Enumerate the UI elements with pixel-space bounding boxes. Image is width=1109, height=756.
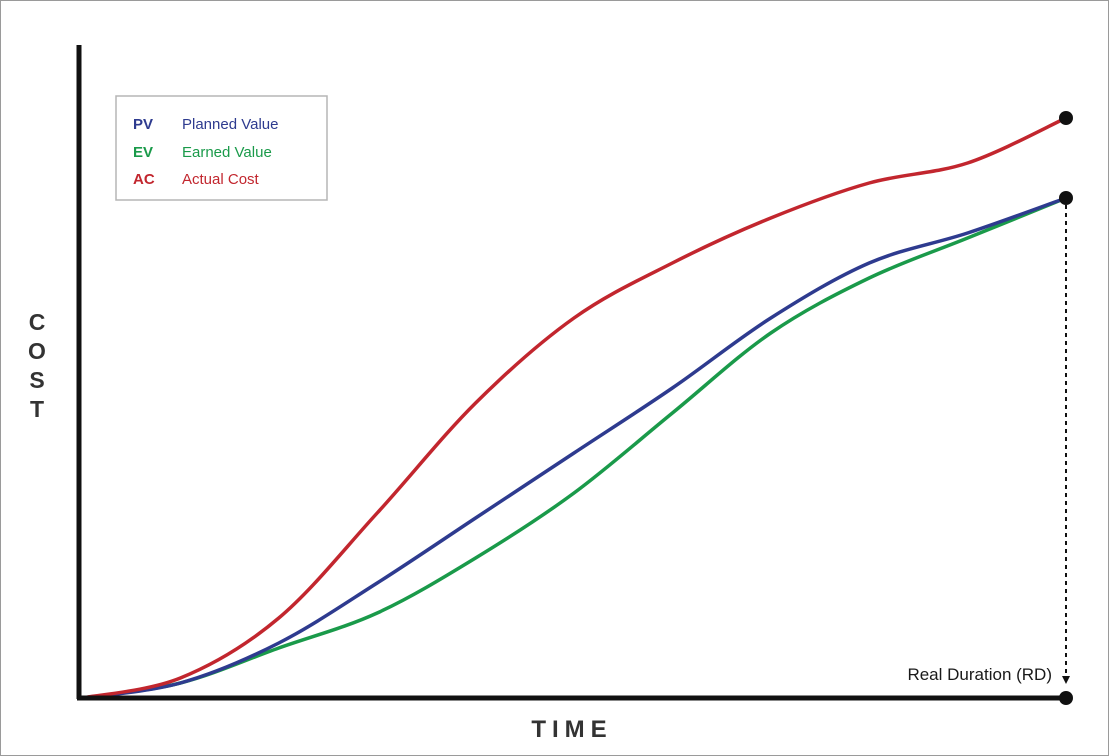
legend-box [115, 95, 328, 201]
legend: PV Planned Value EV Earned Value AC Actu… [115, 95, 328, 201]
series-line-ac [80, 116, 1068, 700]
series-layer [80, 116, 1068, 700]
marker-ac-end [1059, 111, 1073, 125]
legend-pv-name: Planned Value [182, 116, 278, 133]
legend-ac-abbr: AC [133, 171, 155, 188]
real-duration-arrow-icon [1062, 676, 1070, 684]
marker-pv-ev-end [1059, 191, 1073, 205]
legend-ev-name: Earned Value [182, 144, 272, 161]
x-axis-title: TIME [531, 716, 612, 743]
real-duration-label: Real Duration (RD) [907, 665, 1052, 684]
marker-real-duration [1059, 691, 1073, 705]
legend-ac-name: Actual Cost [182, 171, 260, 188]
marker-layer [1059, 111, 1073, 705]
legend-pv-abbr: PV [133, 116, 153, 133]
legend-ev-abbr: EV [133, 144, 153, 161]
series-line-pv [80, 196, 1068, 700]
series-line-ev [80, 196, 1068, 700]
